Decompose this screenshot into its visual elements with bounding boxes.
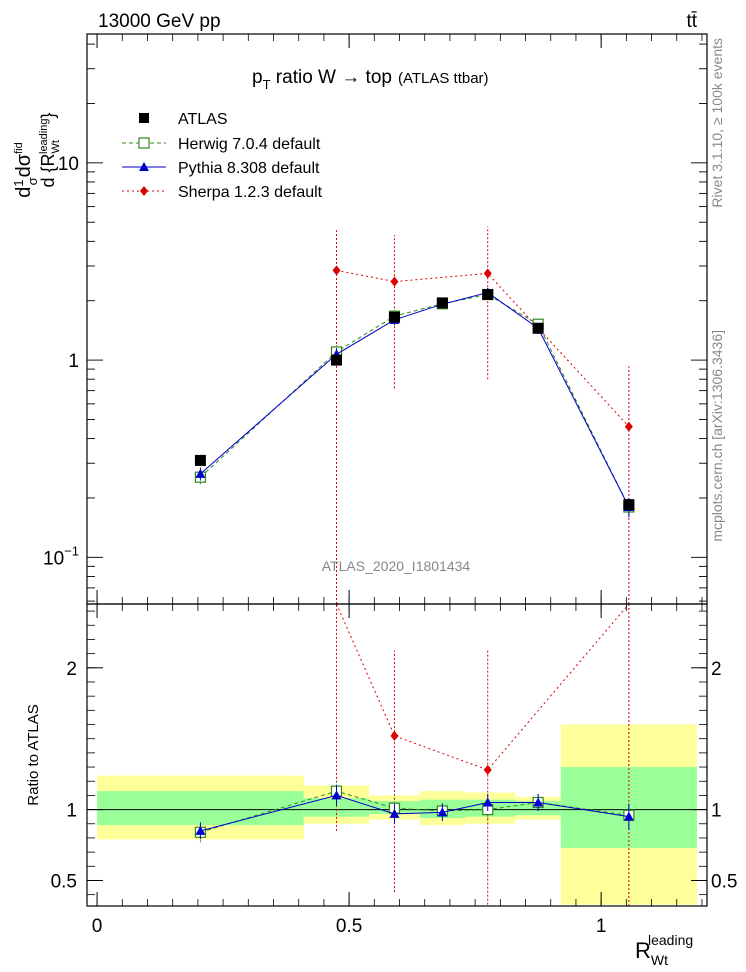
legend-sherpa-label: Sherpa 1.2.3 default <box>178 184 323 201</box>
atlas-point-5 <box>532 322 544 334</box>
x-tick-label-2: 1 <box>596 916 607 937</box>
main-point-sherpa-1 <box>332 265 341 276</box>
title-subscript: T <box>263 77 271 92</box>
main-point-sherpa-2 <box>390 276 399 287</box>
atlas-point-1 <box>331 354 343 366</box>
header-energy: 13000 GeV pp <box>98 11 221 32</box>
ratio-point-sherpa-2 <box>390 730 399 741</box>
main-point-sherpa-4 <box>483 268 492 279</box>
atlas-point-3 <box>436 297 448 309</box>
legend-sherpa-marker <box>140 186 148 196</box>
ratio-point-pythia-0 <box>195 825 206 835</box>
title-main: ratio W → top <box>271 67 392 88</box>
ratio-y-tick-label-right-0: 0.5 <box>711 871 737 892</box>
main-series <box>194 226 635 604</box>
ratio-y-tick-label-2: 2 <box>66 659 77 680</box>
ratio-point-pythia-5 <box>533 797 544 807</box>
ratio-y-tick-label-right-2: 2 <box>711 659 722 680</box>
ratio-point-pythia-2 <box>389 808 400 818</box>
legend: ATLAS Herwig 7.0.4 default Pythia 8.308 … <box>122 111 323 201</box>
ratio-point-pythia-6 <box>623 811 634 821</box>
title-prefix: p <box>252 67 263 88</box>
legend-atlas-marker <box>139 113 149 123</box>
main-y-tick-label-1: 1 <box>68 351 79 372</box>
ratio-point-pythia-1 <box>331 790 342 800</box>
svg-text:d1σdσfid: d1σdσfid <box>11 142 40 197</box>
main-line-herwig <box>200 293 630 508</box>
title-small: (ATLAS ttbar) <box>398 70 489 87</box>
ratio-series <box>194 603 635 906</box>
atlas-point-4 <box>482 289 494 301</box>
ratio-band-inner-0 <box>97 791 304 826</box>
ratio-y-tick-label-1: 1 <box>66 801 77 822</box>
atlas-point-6 <box>623 499 635 511</box>
legend-herwig-label: Herwig 7.0.4 default <box>178 136 321 153</box>
atlas-point-0 <box>194 454 206 466</box>
header-process: tt̄ <box>686 11 697 32</box>
axes: 0 0.5 1 10−1 1 10 0.5 0.5 1 1 2 2 <box>43 34 737 937</box>
legend-atlas-label: ATLAS <box>178 111 228 128</box>
legend-pythia-marker <box>139 162 149 171</box>
legend-pythia-label: Pythia 8.308 default <box>178 160 320 177</box>
main-y-tick-label-2: 10 <box>58 154 79 175</box>
ratio-point-sherpa-4 <box>483 764 492 775</box>
svg-text:d {RWtleading}: d {RWtleading} <box>38 113 62 188</box>
main-ylabel: d1σdσfid d {RWtleading} <box>11 113 62 198</box>
ratio-frame <box>86 603 708 907</box>
ratio-y-tick-label-right-1: 1 <box>711 801 722 822</box>
analysis-id: ATLAS_2020_I1801434 <box>322 558 471 574</box>
x-tick-label-1: 0.5 <box>336 916 362 937</box>
xlabel: RWtleading <box>635 932 693 968</box>
main-y-tick-label-0: 10−1 <box>43 543 79 569</box>
ratio-band-inner-1 <box>303 798 370 817</box>
ratio-point-pythia-4 <box>482 797 493 807</box>
rivet-label: Rivet 3.1.10, ≥ 100k events <box>709 38 725 208</box>
legend-herwig-marker <box>138 137 150 149</box>
main-point-sherpa-6 <box>624 421 633 432</box>
ratio-point-pythia-3 <box>437 807 448 817</box>
x-tick-label-0: 0 <box>92 916 103 937</box>
ratio-ylabel: Ratio to ATLAS <box>25 704 42 805</box>
mcplots-label: mcplots.cern.ch [arXiv:1306.3436] <box>709 330 725 542</box>
plot-title: pT ratio W → top (ATLAS ttbar) <box>252 67 489 92</box>
main-line-sherpa <box>336 269 630 427</box>
atlas-point-2 <box>388 311 400 323</box>
main-line-pythia <box>200 292 630 508</box>
ratio-y-tick-label-0: 0.5 <box>51 871 77 892</box>
main-point-pythia-0 <box>195 468 206 478</box>
